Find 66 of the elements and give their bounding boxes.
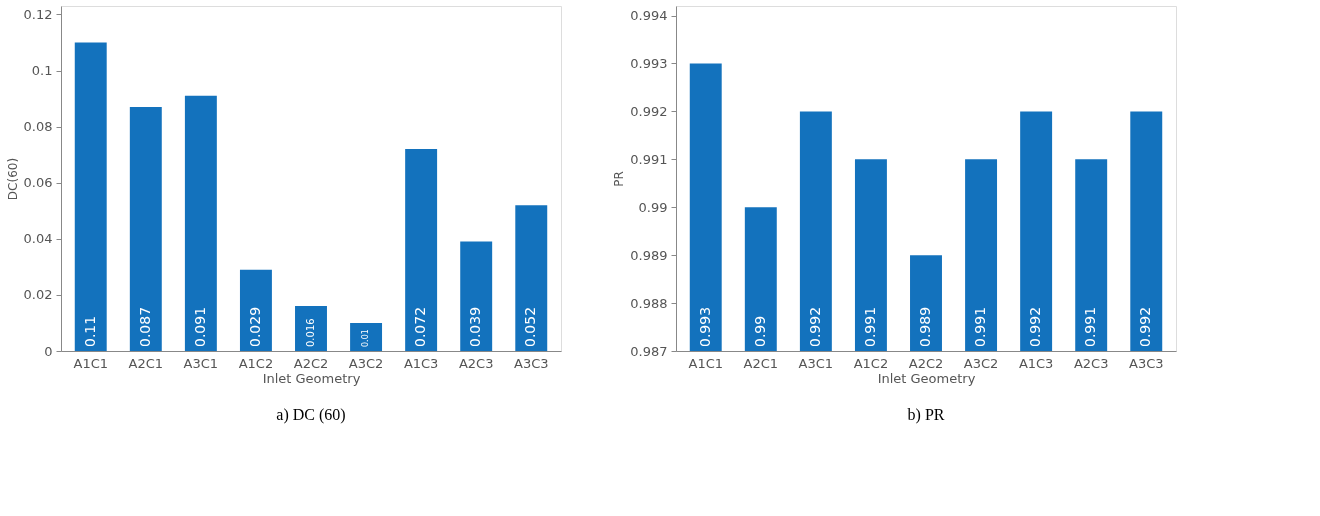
- y-tick-label: 0: [44, 343, 53, 359]
- data-label: 0.052: [522, 306, 539, 347]
- y-tick-label: 0.989: [630, 247, 668, 263]
- y-tick-label: 0.1: [31, 63, 53, 79]
- bar: [460, 241, 493, 351]
- data-label: 0.991: [861, 306, 878, 347]
- data-label: 0.993: [696, 306, 713, 347]
- data-label: 0.039: [467, 306, 484, 347]
- x-tick-label: A3C1: [798, 355, 834, 371]
- data-label: 0.029: [246, 306, 263, 347]
- y-tick-label: 0.993: [630, 56, 668, 71]
- y-tick-label: 0.12: [23, 6, 53, 22]
- bar: [295, 306, 327, 351]
- data-label: 0.087: [136, 306, 153, 347]
- y-tick-label: 0.994: [630, 8, 668, 24]
- data-label: 0.01: [361, 329, 371, 347]
- y-tick-label: 0.08: [23, 119, 53, 135]
- y-tick-label: 0.04: [23, 231, 53, 247]
- x-tick-label: A2C3: [458, 355, 494, 371]
- data-label: 0.989: [917, 306, 933, 347]
- y-axis-title: PR: [612, 171, 627, 187]
- bar: [74, 42, 107, 351]
- x-axis-title: Inlet Geometry: [262, 370, 361, 386]
- y-axis-title: DC(60): [5, 157, 20, 201]
- x-axis-title: Inlet Geometry: [877, 370, 976, 386]
- data-label: 0.991: [972, 306, 989, 347]
- data-label: 0.016: [305, 318, 316, 347]
- x-tick-label: A2C3: [1073, 355, 1109, 371]
- x-tick-label: A1C3: [1018, 355, 1054, 371]
- y-tick-label: 0.02: [23, 287, 53, 303]
- x-tick-label: A1C1: [688, 355, 723, 371]
- x-tick-label: A2C2: [908, 355, 944, 371]
- x-tick-label: A1C2: [853, 355, 889, 371]
- x-tick-label: A2C2: [293, 355, 329, 371]
- x-tick-label: A1C3: [403, 355, 439, 371]
- bar: [184, 95, 217, 351]
- y-tick-label: 0.992: [630, 103, 668, 119]
- data-label: 0.99: [751, 315, 768, 347]
- data-label: 0.992: [1137, 306, 1154, 347]
- x-tick-label: A3C1: [183, 355, 219, 371]
- data-label: 0.11: [81, 315, 98, 347]
- data-label: 0.991: [1082, 306, 1099, 347]
- x-tick-label: A1C1: [73, 355, 108, 371]
- text: a) DC (60): [276, 406, 346, 424]
- data-label: 0.992: [1027, 306, 1044, 347]
- text: b) PR: [907, 406, 945, 424]
- bar: [405, 149, 438, 351]
- data-label: 0.072: [412, 306, 429, 347]
- bar: [515, 205, 548, 351]
- y-tick-label: 0.06: [23, 175, 53, 191]
- data-label: 0.992: [806, 306, 823, 347]
- data-label: 0.091: [191, 306, 208, 347]
- y-tick-label: 0.991: [630, 151, 668, 167]
- x-tick-label: A1C2: [238, 355, 274, 371]
- bar: [239, 269, 272, 351]
- y-tick-label: 0.988: [630, 295, 668, 311]
- x-tick-label: A3C2: [348, 355, 384, 371]
- bar: [350, 322, 383, 351]
- x-tick-label: A3C2: [963, 355, 999, 371]
- x-tick-label: A3C3: [514, 355, 549, 371]
- y-tick-label: 0.987: [630, 343, 668, 359]
- x-tick-label: A3C3: [1129, 355, 1164, 371]
- y-tick-label: 0.99: [638, 199, 668, 215]
- bar: [129, 106, 162, 351]
- x-tick-label: A2C1: [128, 355, 164, 371]
- x-tick-label: A2C1: [743, 355, 779, 371]
